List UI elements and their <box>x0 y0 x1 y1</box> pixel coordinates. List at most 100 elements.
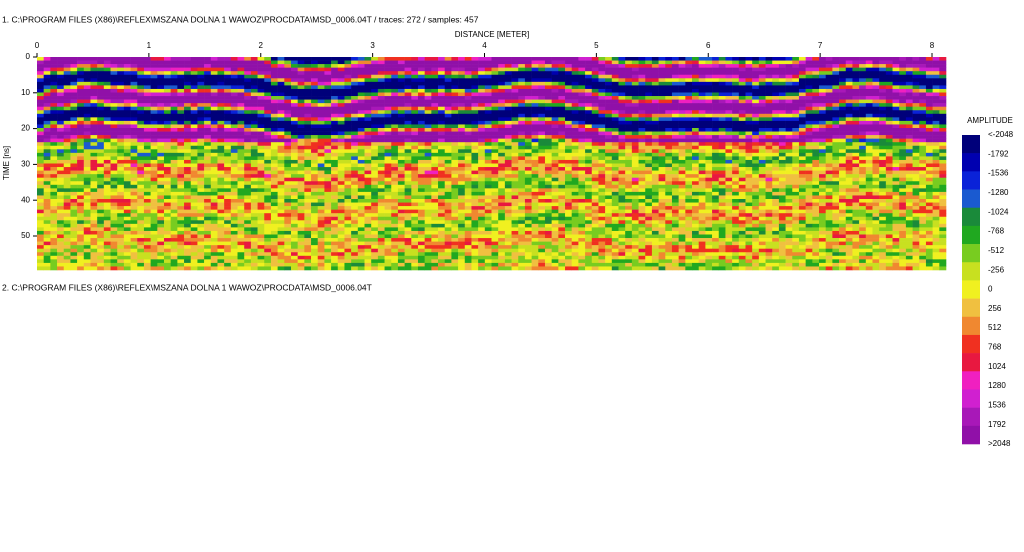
radargram-cell <box>685 113 693 118</box>
radargram-cell <box>825 117 833 122</box>
radargram-cell <box>190 113 198 118</box>
radargram-cell <box>471 81 479 86</box>
radargram-cell <box>865 156 873 161</box>
radargram-cell <box>885 67 893 72</box>
radargram-cell <box>123 135 131 139</box>
radargram-cell <box>224 64 232 68</box>
radargram-cell <box>511 117 519 122</box>
radargram-cell <box>645 152 653 157</box>
radargram-cell <box>270 64 278 68</box>
radargram-cell <box>738 124 746 129</box>
radargram-cell <box>163 85 171 90</box>
radargram-cell <box>805 131 813 136</box>
radargram-cell <box>631 131 639 136</box>
radargram-cell <box>919 99 927 104</box>
radargram-cell <box>344 81 352 86</box>
radargram-cell <box>899 174 907 178</box>
radargram-cell <box>571 135 579 139</box>
radargram-cell <box>484 85 492 90</box>
radargram-cell <box>184 145 192 150</box>
radargram-cell <box>685 85 693 90</box>
radargram-cell <box>270 71 278 76</box>
radargram-cell <box>932 135 940 139</box>
radargram-cell <box>745 163 753 168</box>
radargram-cell <box>665 138 673 143</box>
radargram-cell <box>919 135 927 139</box>
radargram-cell <box>157 120 165 125</box>
radargram-cell <box>163 99 171 104</box>
radargram-cell <box>163 142 171 147</box>
radargram-cell <box>478 167 486 171</box>
radargram-cell <box>925 88 933 93</box>
radargram-cell <box>237 163 245 168</box>
radargram-cell <box>444 99 452 104</box>
radargram-cell <box>585 88 593 93</box>
radargram-cell <box>77 71 85 76</box>
radargram-cell <box>531 177 539 182</box>
radargram-cell <box>384 138 392 143</box>
radargram-cell <box>925 177 933 182</box>
radargram-cell <box>110 170 118 175</box>
radargram-cell <box>264 88 272 93</box>
radargram-cell <box>551 96 559 100</box>
radargram-cell <box>932 142 940 147</box>
radargram-cell <box>83 113 91 118</box>
radargram-cell <box>618 163 626 168</box>
radargram-cell <box>625 92 633 97</box>
radargram-cell <box>692 67 699 72</box>
radargram-cell <box>37 99 44 104</box>
radargram-cell <box>344 120 352 125</box>
radargram-cell <box>899 159 907 164</box>
radargram-cell <box>384 96 392 100</box>
radargram-cell <box>491 74 499 79</box>
radargram-cell <box>277 81 285 86</box>
radargram-cell <box>558 67 566 72</box>
radargram-cell <box>839 96 847 100</box>
radargram-cell <box>37 184 44 189</box>
radargram-cell <box>97 64 105 68</box>
radargram-cell <box>845 92 853 97</box>
radargram-cell <box>210 85 218 90</box>
radargram-cell <box>224 71 232 76</box>
radargram-cell <box>678 156 686 161</box>
radargram-cell <box>197 167 205 171</box>
radargram-cell <box>498 156 506 161</box>
radargram-cell <box>865 88 873 93</box>
radargram-cell <box>230 96 238 100</box>
radargram-cell <box>692 64 699 68</box>
radargram-cell <box>190 156 198 161</box>
radargram-cell <box>397 149 405 154</box>
radargram-cell <box>658 88 666 93</box>
radargram-cell <box>270 96 278 100</box>
radargram-cell <box>351 99 359 104</box>
radargram-cell <box>865 124 873 129</box>
radargram-cell <box>404 149 412 154</box>
radargram-cell <box>250 142 258 147</box>
radargram-cell <box>337 96 345 100</box>
radargram-cell <box>705 57 713 61</box>
radargram-cell <box>591 152 599 157</box>
radargram-cell <box>324 81 332 86</box>
radargram-cell <box>210 64 218 68</box>
radargram-cell <box>37 120 44 125</box>
radargram-cell <box>458 120 466 125</box>
radargram-cell <box>638 184 646 189</box>
radargram-cell <box>471 60 479 65</box>
radargram-cell <box>464 145 472 150</box>
radargram-cell <box>37 117 44 122</box>
radargram-cell <box>250 135 258 139</box>
radargram-cell <box>852 110 860 115</box>
radargram-cell <box>712 174 720 178</box>
radargram-cell <box>538 163 546 168</box>
radargram-cell <box>912 64 920 68</box>
radargram-cell <box>498 181 506 186</box>
radargram-cell <box>618 156 626 161</box>
x-axis-label: DISTANCE [METER] <box>455 30 530 39</box>
radargram-cell <box>518 117 526 122</box>
radargram-cell <box>905 174 913 178</box>
radargram-cell <box>792 120 800 125</box>
radargram-cell <box>50 103 58 107</box>
radargram-cell <box>317 170 325 175</box>
radargram-cell <box>364 174 372 178</box>
radargram-cell <box>284 85 292 90</box>
